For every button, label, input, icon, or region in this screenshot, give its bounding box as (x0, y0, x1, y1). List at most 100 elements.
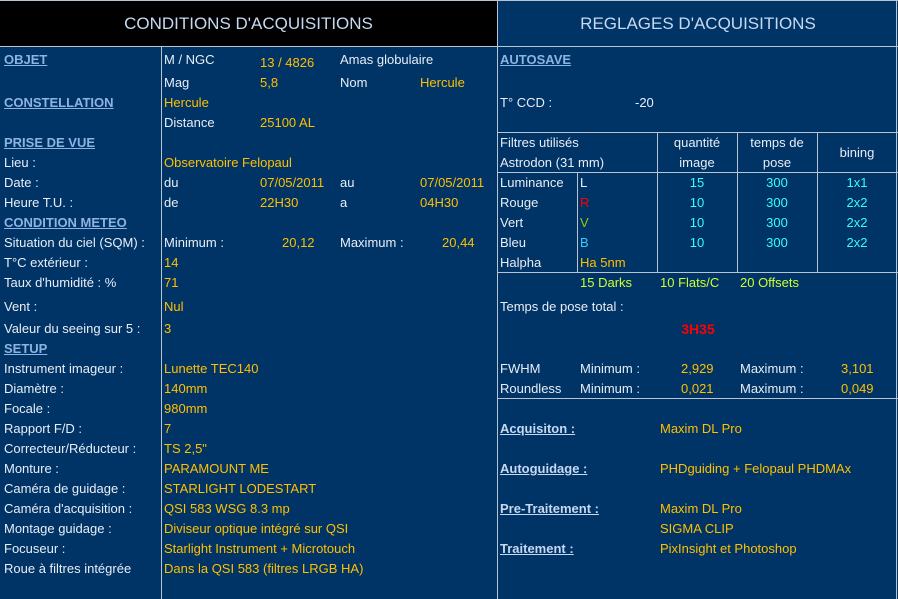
cell-text: 07/05/2011 (260, 175, 325, 190)
software-value: SIGMA CLIP (660, 521, 734, 536)
filter-code: B (580, 235, 589, 250)
software-value: Maxim DL Pro (660, 501, 742, 516)
software-value: PHDguiding + Felopaul PHDMAx (660, 461, 852, 476)
cell-text: 25100 AL (260, 115, 315, 130)
cell-text: Astrodon (31 mm) (500, 155, 605, 170)
cell-text: Maximum : (740, 381, 804, 396)
cell-text: Lieu : (4, 155, 36, 170)
cell-text: bining (839, 145, 875, 160)
cell-text: 1x1 (846, 175, 868, 190)
cell-text: Montage guidage : (4, 521, 112, 536)
cell-text: 0,049 (841, 381, 874, 396)
cell-text: 300 (766, 175, 788, 190)
cell-text: 7 (164, 421, 172, 436)
cell-text: Situation du ciel (SQM) : (4, 235, 145, 250)
cell-text: 20,44 (442, 235, 475, 250)
cell-text: PARAMOUNT ME (164, 461, 269, 476)
divider (657, 132, 658, 272)
section-heading: CONSTELLATION (4, 95, 114, 110)
cell-text: Halpha (500, 255, 542, 270)
divider (737, 132, 738, 272)
cell-text: 71 (164, 275, 179, 290)
cell-text: 2x2 (846, 235, 868, 250)
software-value: Maxim DL Pro (660, 421, 742, 436)
cell-text: TS 2,5" (164, 441, 207, 456)
section-heading: OBJET (4, 52, 48, 67)
cell-text: Focuseur : (4, 541, 66, 556)
section-heading: CONDITION METEO (4, 215, 127, 230)
cell-text: Starlight Instrument + Microtouch (164, 541, 356, 556)
cell-text: 07/05/2011 (420, 175, 485, 190)
cell-text: Diviseur optique intégré sur QSI (164, 521, 349, 536)
cell-text: Observatoire Felopaul (164, 155, 292, 170)
cell-text: QSI 583 WSG 8.3 mp (164, 501, 290, 516)
cell-text: Lunette TEC140 (164, 361, 259, 376)
cell-text: 10 (689, 215, 705, 230)
cell-text: 3 (164, 321, 172, 336)
cell-text: Caméra d'acquisition : (4, 501, 133, 516)
divider (497, 0, 498, 599)
cell-text: 2,929 (681, 361, 714, 376)
cell-text: temps de (750, 135, 804, 150)
divider (497, 132, 898, 133)
cell-text: Roue à filtres intégrée (4, 561, 132, 576)
filter-code: Ha 5nm (580, 255, 626, 270)
cell-text: 140mm (164, 381, 208, 396)
divider (161, 46, 162, 599)
cell-text: T° CCD : (500, 95, 553, 110)
section-heading: AUTOSAVE (500, 52, 572, 67)
cell-text: Distance (164, 115, 215, 130)
cell-text: quantité (673, 135, 721, 150)
cell-text: Luminance (500, 175, 564, 190)
cell-text: 20,12 (282, 235, 315, 250)
cell-text: Maximum : (340, 235, 404, 250)
cell-text: 3,101 (841, 361, 874, 376)
cell-text: Nul (164, 299, 184, 314)
total-exposure: 3H35 (681, 321, 715, 337)
cell-text: Roundless (500, 381, 562, 396)
cell-text: Minimum : (164, 235, 224, 250)
divider (0, 0, 898, 1)
filter-code: V (580, 215, 589, 230)
cell-text: Temps de pose total : (500, 299, 624, 314)
cell-text: 15 (689, 175, 705, 190)
divider (577, 172, 578, 272)
divider (497, 272, 898, 273)
cell-text: 2x2 (846, 215, 868, 230)
divider (497, 172, 898, 173)
software-label: Traitement : (500, 541, 574, 556)
right-title: REGLAGES D'ACQUISITIONS (580, 14, 816, 33)
cell-text: Maximum : (740, 361, 804, 376)
cell-text: Hercule (420, 75, 465, 90)
cell-text: T°C extérieur : (4, 255, 88, 270)
right-header: REGLAGES D'ACQUISITIONS (498, 0, 898, 46)
cell-text: Taux d'humidité : % (4, 275, 117, 290)
cell-text: 10 Flats/C (660, 275, 720, 290)
divider (817, 132, 818, 272)
cell-text: 20 Offsets (740, 275, 800, 290)
left-header: CONDITIONS D'ACQUISITIONS (0, 0, 497, 46)
cell-text: 10 (689, 235, 705, 250)
cell-text: Bleu (500, 235, 527, 250)
cell-text: 300 (766, 235, 788, 250)
cell-text: 300 (766, 215, 788, 230)
cell-text: Dans la QSI 583 (filtres LRGB HA) (164, 561, 364, 576)
cell-text: Monture : (4, 461, 59, 476)
cell-text: Vert (500, 215, 524, 230)
cell-text: image (679, 155, 715, 170)
cell-text: au (340, 175, 355, 190)
divider (0, 46, 898, 47)
divider (896, 0, 897, 599)
cell-text: pose (762, 155, 792, 170)
cell-text: 2x2 (846, 195, 868, 210)
section-heading: PRISE DE VUE (4, 135, 96, 150)
cell-text: 04H30 (420, 195, 459, 210)
cell-text: 22H30 (260, 195, 299, 210)
cell-text: Mag (164, 75, 190, 90)
cell-text: Hercule (164, 95, 209, 110)
cell-text: Amas globulaire (340, 52, 434, 67)
software-value: PixInsight et Photoshop (660, 541, 797, 556)
software-label: Acquisiton : (500, 421, 576, 436)
cell-text: Rapport F/D : (4, 421, 83, 436)
cell-text: Caméra de guidage : (4, 481, 126, 496)
